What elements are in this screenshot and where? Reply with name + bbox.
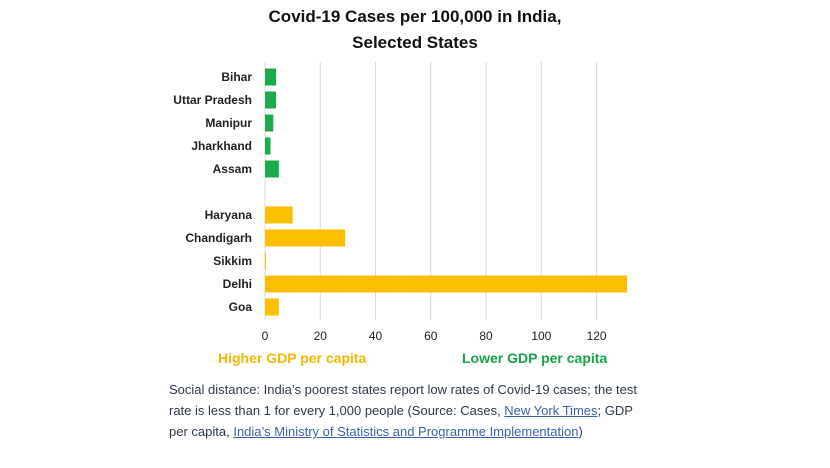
chart-title: Covid-19 Cases per 100,000 in India, Sel… <box>200 4 630 56</box>
bars <box>265 68 627 316</box>
bar-assam <box>265 160 279 178</box>
bar-manipur <box>265 114 274 132</box>
category-label: Assam <box>213 162 252 176</box>
x-tick-label: 0 <box>262 329 269 343</box>
bar-uttar-pradesh <box>265 91 277 109</box>
category-labels: Bihar Uttar Pradesh Manipur Jharkhand Assam H… <box>173 70 252 314</box>
x-tick-label: 60 <box>424 329 438 343</box>
bar-delhi <box>265 275 627 293</box>
category-label: Bihar <box>221 70 252 84</box>
category-label: Haryana <box>205 208 253 222</box>
bar-chandigarh <box>265 229 346 247</box>
x-tick-label: 80 <box>479 329 493 343</box>
bar-bihar <box>265 68 277 86</box>
x-tick-label: 20 <box>314 329 328 343</box>
category-label: Sikkim <box>213 254 252 268</box>
bar-haryana <box>265 206 293 224</box>
x-tick-label: 120 <box>587 329 607 343</box>
x-tick-label: 100 <box>531 329 551 343</box>
bar-goa <box>265 298 279 316</box>
category-label: Delhi <box>223 277 252 291</box>
category-label: Goa <box>229 300 253 314</box>
caption-text: ) <box>578 424 583 439</box>
x-axis-ticks: 0 20 40 60 80 100 120 <box>262 329 607 343</box>
chart-title-line-1: Covid-19 Cases per 100,000 in India, <box>268 7 562 26</box>
chart-title-line-2: Selected States <box>352 33 478 52</box>
category-label: Manipur <box>205 116 252 130</box>
category-label: Jharkhand <box>191 139 252 153</box>
ministry-link[interactable]: India’s Ministry of Statistics and Progr… <box>233 424 579 439</box>
caption-text: Social distance: India’s poorest states … <box>169 382 637 418</box>
legend-higher-gdp: Higher GDP per capita <box>218 350 367 366</box>
category-label: Chandigarh <box>185 231 252 245</box>
legend-lower-gdp: Lower GDP per capita <box>462 350 608 366</box>
bar-sikkim <box>265 252 266 270</box>
caption-text: ; GDP per capita, <box>169 403 633 439</box>
caption: Social distance: India’s poorest states … <box>169 379 649 442</box>
category-label: Uttar Pradesh <box>173 93 252 107</box>
bar-jharkhand <box>265 137 271 155</box>
bar-chart: Bihar Uttar Pradesh Manipur Jharkhand Assam H… <box>173 62 627 343</box>
x-tick-label: 40 <box>369 329 383 343</box>
nyt-link[interactable]: New York Times <box>504 403 598 418</box>
